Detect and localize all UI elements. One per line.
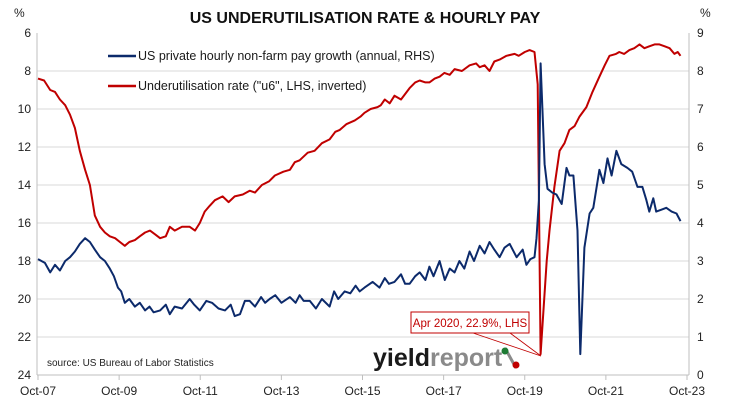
- y-left-tick-label: 6: [24, 26, 31, 40]
- x-tick-label: Oct-21: [588, 384, 624, 398]
- legend: US private hourly non-farm pay growth (a…: [108, 49, 435, 93]
- y-left-tick-label: 24: [18, 368, 32, 382]
- x-tick-label: Oct-07: [20, 384, 56, 398]
- logo-percent-icon: [501, 347, 520, 369]
- y-left-tick-label: 12: [18, 140, 32, 154]
- y-right-tick-label: 4: [697, 216, 704, 230]
- y-right-tick-label: 0: [697, 368, 704, 382]
- u6-line: [37, 43, 682, 356]
- y-left-tick-label: 22: [18, 330, 32, 344]
- yieldreport-logo: yieldreport: [373, 344, 520, 372]
- series-lines: [37, 43, 682, 356]
- annotation-box: [410, 311, 530, 334]
- annotation-text: Apr 2020, 22.9%, LHS: [413, 318, 528, 330]
- x-tick-label: Oct-13: [263, 384, 299, 398]
- right-axis-unit: %: [700, 6, 711, 20]
- logo-report: report: [430, 344, 503, 372]
- y-right-tick-label: 5: [697, 178, 704, 192]
- y-right-tick-label: 3: [697, 254, 704, 268]
- annotation: Apr 2020, 22.9%, LHS: [410, 311, 542, 357]
- y-right-tick-label: 1: [697, 330, 704, 344]
- x-tick-label: Oct-17: [426, 384, 462, 398]
- y-right-tick-label: 8: [697, 64, 704, 78]
- source-note: source: US Bureau of Labor Statistics: [47, 358, 214, 369]
- y-right-tick-label: 6: [697, 140, 704, 154]
- y-right-tick-label: 7: [697, 102, 704, 116]
- gridlines: [37, 70, 689, 338]
- y-left-tick-label: 18: [18, 254, 32, 268]
- left-axis-unit: %: [14, 6, 25, 20]
- logo-text: yieldreport: [373, 344, 503, 372]
- pay-growth-line: [37, 62, 682, 356]
- x-tick-label: Oct-19: [507, 384, 543, 398]
- y-right-tick-label: 2: [697, 292, 704, 306]
- y-left-tick-label: 16: [18, 216, 32, 230]
- x-tick-label: Oct-11: [183, 384, 218, 398]
- y-left-tick-label: 8: [24, 64, 31, 78]
- y-right-tick-label: 9: [697, 26, 704, 40]
- logo-yield: yield: [373, 344, 430, 372]
- legend-label-u6: Underutilisation rate ("u6", LHS, invert…: [138, 79, 366, 93]
- annotation-leader-line: [509, 332, 542, 357]
- x-tick-label: Oct-15: [344, 384, 380, 398]
- legend-label-pay-growth: US private hourly non-farm pay growth (a…: [138, 49, 435, 63]
- x-tick-label: Oct-23: [669, 384, 705, 398]
- x-tick-label: Oct-09: [101, 384, 137, 398]
- y-left-tick-label: 14: [18, 178, 32, 192]
- chart-title: US UNDERUTILISATION RATE & HOURLY PAY: [190, 10, 541, 27]
- annotation-leader-line: [472, 332, 542, 357]
- y-left-tick-label: 10: [18, 102, 32, 116]
- y-left-tick-label: 20: [18, 292, 32, 306]
